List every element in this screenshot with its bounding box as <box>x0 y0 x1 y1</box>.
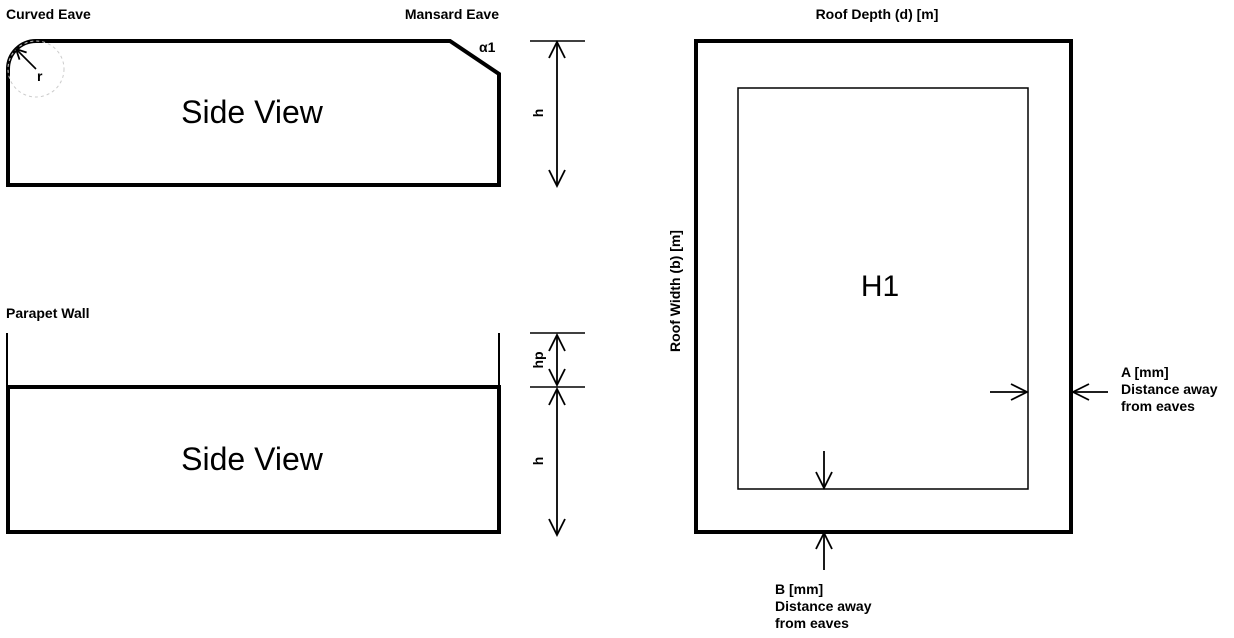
mansard-eave-title: Mansard Eave <box>405 6 499 22</box>
distance-a-label: A [mm] Distance away from eaves <box>1121 364 1221 414</box>
radius-arrow <box>16 49 37 70</box>
zone-h1-label: H1 <box>861 270 899 303</box>
parapet-wall-title: Parapet Wall <box>6 305 90 321</box>
parapet-side-view: Parapet Wall Side View hp h <box>6 305 585 535</box>
angle-label: α1 <box>479 39 496 55</box>
side-view-label: Side View <box>181 94 324 130</box>
building-outline <box>6 385 501 534</box>
side-view-label: Side View <box>181 441 324 477</box>
roof-width-label: Roof Width (b) [m] <box>667 230 683 352</box>
height-label: h <box>530 109 546 118</box>
height-label: h <box>530 457 546 466</box>
radius-circle <box>7 40 65 98</box>
roof-outline <box>694 39 1073 534</box>
distance-b-label: B [mm] Distance away from eaves <box>775 581 875 631</box>
eave-side-view: Curved Eave Mansard Eave r α1 Side View … <box>6 6 585 186</box>
curved-eave-title: Curved Eave <box>6 6 91 22</box>
parapet-height-label: hp <box>530 351 546 368</box>
zone-h1-boundary <box>737 87 1029 490</box>
radius-label: r <box>37 68 43 84</box>
roof-plan-view: Roof Depth (d) [m] Roof Width (b) [m] H1… <box>667 6 1221 631</box>
roof-depth-label: Roof Depth (d) [m] <box>816 6 939 22</box>
